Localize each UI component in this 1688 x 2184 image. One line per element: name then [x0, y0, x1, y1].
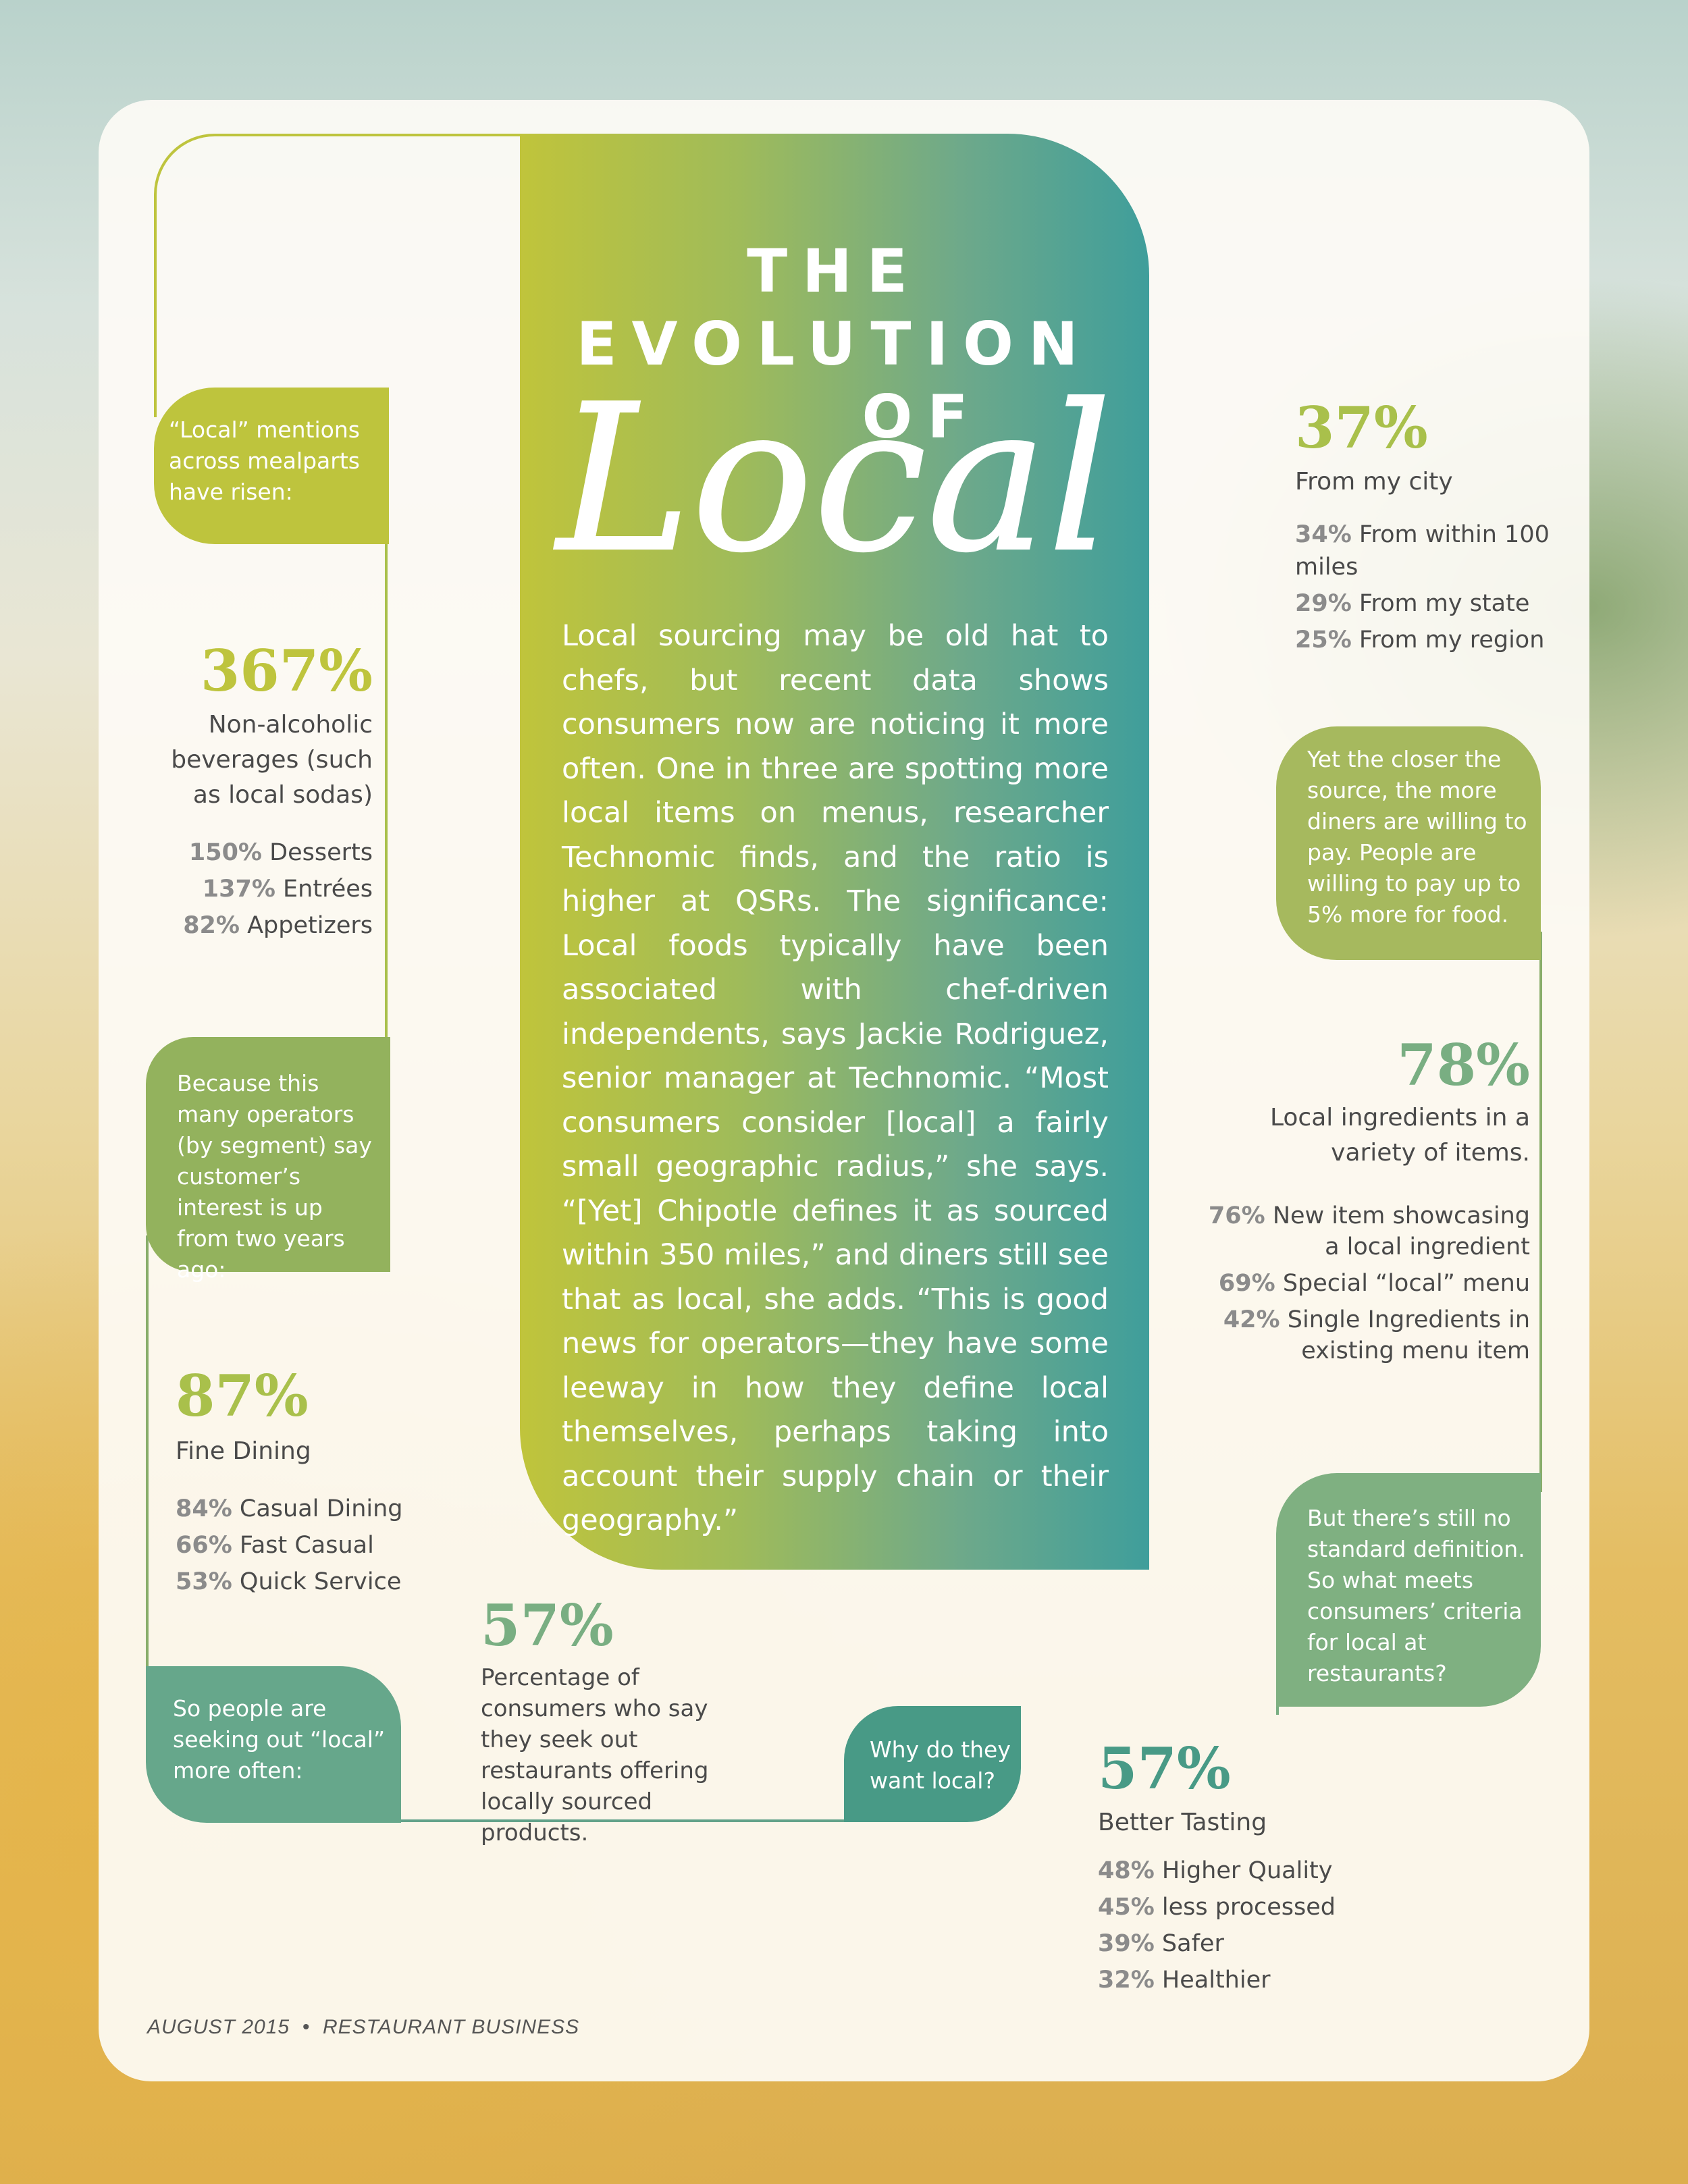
list-item: 48% Higher Quality — [1098, 1857, 1333, 1884]
list-item: 45% less processed — [1098, 1894, 1336, 1921]
list-item: 66% Fast Casual — [176, 1532, 374, 1559]
frame-top-left-curve — [154, 134, 532, 417]
footer-publication: RESTAURANT BUSINESS — [322, 2016, 580, 2038]
stat-seek-label: Percentage of consumers who say they see… — [481, 1664, 709, 1846]
callout-seeking: So people are seeking out “local” more o… — [146, 1666, 401, 1823]
list-item: 39% Safer — [1098, 1930, 1224, 1957]
stat-mealparts-label: Non-alcoholic beverages (such as local s… — [171, 711, 373, 809]
footer-date: AUGUST 2015 — [147, 2016, 290, 2038]
callout-why-text: Why do they want local? — [870, 1736, 1011, 1794]
title-the: THE — [747, 236, 922, 306]
footer-separator: • — [302, 2016, 311, 2038]
frame-right-line-upper — [1539, 932, 1542, 1492]
list-item: 150% Desserts — [188, 839, 373, 866]
stat-reasons-big: 57% — [1098, 1735, 1231, 1802]
stat-criteria-big: 78% — [1397, 1032, 1530, 1098]
list-item: 84% Casual Dining — [176, 1495, 403, 1522]
list-item: 42% Single Ingredients in existing menu … — [1223, 1306, 1530, 1364]
footer: AUGUST 2015 • RESTAURANT BUSINESS — [147, 2016, 579, 2039]
stat-segments-label: Fine Dining — [176, 1437, 311, 1465]
list-item: 82% Appetizers — [183, 912, 373, 939]
frame-bottom-line — [378, 1819, 851, 1822]
list-item: 137% Entrées — [202, 876, 373, 903]
stat-distance-list: 34% From within 100 miles 29% From my st… — [1295, 518, 1552, 656]
list-item: 25% From my region — [1295, 627, 1545, 654]
callout-why: Why do they want local? — [844, 1706, 1021, 1822]
list-item: 69% Special “local” menu — [1218, 1270, 1530, 1297]
stat-segments-big: 87% — [176, 1362, 309, 1429]
callout-closer-text: Yet the closer the source, the more dine… — [1307, 746, 1527, 928]
stat-seek-big: 57% — [481, 1592, 614, 1659]
central-story-block — [520, 134, 1149, 1570]
frame-left-line-lower — [146, 1235, 149, 1681]
callout-mentions: “Local” mentions across mealparts have r… — [154, 388, 389, 544]
callout-mentions-text: “Local” mentions across mealparts have r… — [169, 417, 360, 505]
stat-reasons-list: 48% Higher Quality 45% less processed 39… — [1098, 1853, 1435, 1998]
story-body: Local sourcing may be old hat to chefs, … — [562, 619, 1109, 1537]
callout-seeking-text: So people are seeking out “local” more o… — [173, 1695, 386, 1784]
stat-mealparts-big: 367% — [200, 637, 373, 704]
callout-operators: Because this many operators (by segment)… — [146, 1037, 390, 1283]
list-item: 34% From within 100 miles — [1295, 521, 1550, 581]
stat-segments-list: 84% Casual Dining 66% Fast Casual 53% Qu… — [176, 1491, 446, 1600]
callout-closer: Yet the closer the source, the more dine… — [1276, 726, 1541, 960]
list-item: 32% Healthier — [1098, 1967, 1271, 1994]
title-evolution: EVOLUTION — [576, 309, 1093, 379]
stat-distance-big: 37% — [1295, 394, 1428, 461]
list-item: 76% New item showcasing a local ingredie… — [1208, 1202, 1530, 1260]
stat-mealparts-list: 150% Desserts 137% Entrées 82% Appetizer… — [149, 834, 373, 944]
stat-reasons-label: Better Tasting — [1098, 1809, 1267, 1836]
list-item: 29% From my state — [1295, 590, 1530, 617]
frame-left-line-upper — [385, 473, 388, 1046]
title-of: OF — [862, 382, 983, 452]
list-item: 53% Quick Service — [176, 1568, 402, 1595]
stat-criteria-label: Local ingredients in a variety of items. — [1269, 1104, 1530, 1167]
callout-definition-text: But there’s still no standard definition… — [1307, 1505, 1525, 1686]
stat-distance-label: From my city — [1295, 468, 1453, 496]
callout-definition: But there’s still no standard definition… — [1276, 1473, 1541, 1707]
callout-operators-text: Because this many operators (by segment)… — [177, 1070, 372, 1283]
title-local: Local — [556, 361, 1113, 597]
stat-criteria-list: 76% New item showcasing a local ingredie… — [1199, 1200, 1530, 1366]
